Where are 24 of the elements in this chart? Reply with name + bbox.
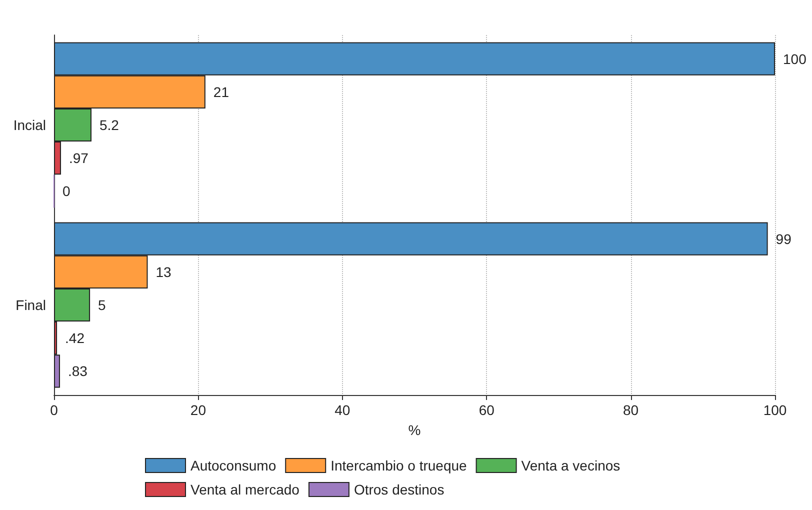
legend-label: Autoconsumo [190,458,276,474]
data-label: 5 [98,297,106,313]
x-tick-label: 20 [190,402,206,418]
data-label: 100 [783,50,807,67]
x-axis-title: % [408,422,421,438]
data-label: 21 [213,84,230,100]
y-tick-label: Final [16,297,46,313]
data-label: 0 [62,183,70,200]
legend-label: Venta al mercado [190,482,300,498]
data-label: .97 [68,150,89,166]
data-label: 99 [776,230,792,247]
legend-label: Venta a vecinos [521,458,620,474]
data-label: 13 [156,264,172,280]
x-tick-label: 100 [763,402,787,418]
data-label: .42 [65,330,85,346]
legend-label: Otros destinos [354,482,444,498]
x-tick-label: 60 [478,402,495,418]
y-tick-label: Incial [13,117,46,133]
x-tick-label: 80 [623,402,639,418]
data-label: .83 [68,363,88,380]
legend-label: Intercambio o trueque [330,458,468,474]
data-label: 5.2 [99,117,120,133]
x-tick-label: 40 [334,402,350,418]
x-tick-label: 0 [50,402,58,418]
